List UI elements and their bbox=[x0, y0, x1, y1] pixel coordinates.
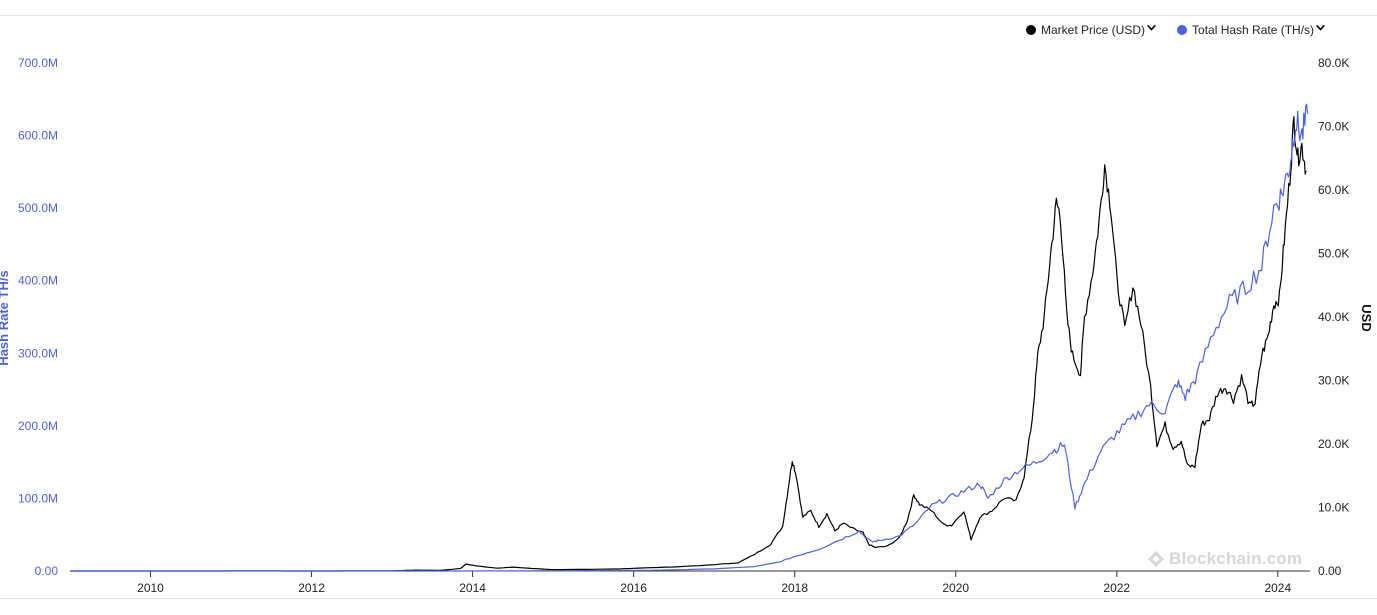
watermark-text: Blockchain.com bbox=[1169, 549, 1303, 568]
x-tick-label: 2014 bbox=[459, 581, 486, 595]
right-tick-label: 50.0K bbox=[1318, 247, 1349, 261]
right-tick-label: 0.00 bbox=[1318, 564, 1342, 578]
blockchain-watermark: Blockchain.com bbox=[1147, 549, 1302, 569]
x-tick-label: 2022 bbox=[1103, 581, 1130, 595]
right-tick-label: 70.0K bbox=[1318, 120, 1349, 134]
left-tick-label: 300.0M bbox=[18, 346, 58, 360]
legend-item-hash-rate[interactable]: Total Hash Rate (TH/s) bbox=[1177, 23, 1326, 37]
market-price-series-line bbox=[70, 116, 1307, 572]
chart-legend: Market Price (USD) Total Hash Rate (TH/s… bbox=[1026, 23, 1326, 37]
x-tick-label: 2010 bbox=[137, 581, 164, 595]
legend-label-market-price: Market Price (USD) bbox=[1041, 23, 1146, 37]
x-axis-ticks: 2010 2012 2014 2016 2018 2020 2022 2024 bbox=[137, 571, 1291, 595]
right-tick-label: 30.0K bbox=[1318, 374, 1349, 388]
chevron-down-icon[interactable] bbox=[1315, 22, 1326, 33]
left-tick-label: 100.0M bbox=[18, 491, 58, 505]
right-tick-label: 20.0K bbox=[1318, 437, 1349, 451]
x-tick-label: 2018 bbox=[781, 581, 808, 595]
blockchain-logo-icon bbox=[1148, 551, 1164, 567]
x-tick-label: 2020 bbox=[942, 581, 969, 595]
x-tick-label: 2012 bbox=[298, 581, 325, 595]
left-tick-label: 0.00 bbox=[35, 564, 59, 578]
top-divider bbox=[0, 15, 1377, 16]
left-tick-label: 600.0M bbox=[18, 129, 58, 143]
legend-label-hash-rate: Total Hash Rate (TH/s) bbox=[1192, 23, 1315, 37]
legend-item-market-price[interactable]: Market Price (USD) bbox=[1026, 23, 1157, 37]
hash-rate-dot-icon bbox=[1177, 25, 1188, 35]
x-tick-label: 2016 bbox=[620, 581, 647, 595]
hash-rate-series-line bbox=[70, 103, 1309, 572]
left-tick-label: 400.0M bbox=[18, 274, 58, 288]
right-tick-label: 10.0K bbox=[1318, 501, 1349, 515]
left-tick-label: 500.0M bbox=[18, 201, 58, 215]
left-axis-ticks: 0.00 100.0M 200.0M 300.0M 400.0M 500.0M 600.0M… bbox=[18, 56, 58, 578]
x-tick-label: 2024 bbox=[1264, 581, 1291, 595]
left-axis-title: Hash Rate TH/s bbox=[0, 270, 11, 365]
series-group bbox=[70, 103, 1309, 572]
left-tick-label: 700.0M bbox=[18, 56, 58, 70]
right-tick-label: 60.0K bbox=[1318, 183, 1349, 197]
bottom-divider bbox=[0, 598, 1377, 599]
right-tick-label: 80.0K bbox=[1318, 56, 1349, 70]
right-tick-label: 40.0K bbox=[1318, 310, 1349, 324]
left-tick-label: 200.0M bbox=[18, 419, 58, 433]
market-price-dot-icon bbox=[1026, 25, 1036, 35]
right-axis-title: USD bbox=[1359, 304, 1374, 331]
right-axis-ticks: 0.00 10.0K 20.0K 30.0K 40.0K 50.0K 60.0K 70.0K 8… bbox=[1318, 56, 1349, 578]
chevron-down-icon[interactable] bbox=[1146, 22, 1157, 33]
